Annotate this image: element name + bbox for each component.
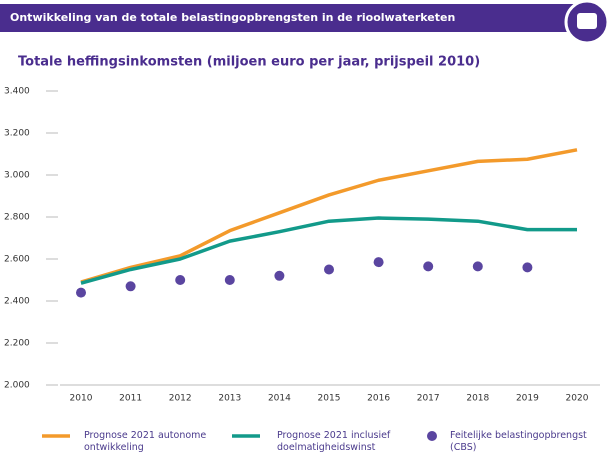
legend-label: Feitelijke belastingopbrengst (CBS) bbox=[450, 430, 587, 453]
y-tick-label: 3.200 bbox=[4, 129, 30, 139]
x-tick-label: 2019 bbox=[516, 394, 539, 404]
y-tick-label: 2.800 bbox=[4, 213, 30, 223]
data-point bbox=[274, 270, 285, 281]
y-tick-label: 2.200 bbox=[4, 339, 30, 349]
header-band bbox=[0, 4, 580, 32]
legend-label: Prognose 2021 inclusief doelmatigheidswi… bbox=[277, 430, 391, 453]
data-point bbox=[324, 264, 334, 275]
x-tick-label: 2020 bbox=[566, 394, 589, 404]
data-point bbox=[373, 257, 384, 268]
x-tick-label: 2014 bbox=[268, 394, 291, 404]
x-tick-label: 2012 bbox=[169, 394, 192, 404]
data-point bbox=[76, 287, 86, 298]
y-tick-label: 2.600 bbox=[4, 255, 30, 265]
header-title: Ontwikkeling van de totale belastingopbr… bbox=[10, 11, 455, 24]
legend-marker bbox=[427, 431, 437, 441]
x-tick-label: 2011 bbox=[119, 394, 142, 404]
y-tick-label: 2.400 bbox=[4, 297, 30, 307]
data-point bbox=[175, 275, 186, 285]
data-point bbox=[423, 261, 434, 272]
data-point bbox=[472, 261, 483, 272]
x-tick-label: 2013 bbox=[218, 394, 241, 404]
y-tick-label: 3.000 bbox=[4, 171, 30, 181]
y-tick-label: 3.400 bbox=[4, 87, 30, 97]
chart-title: Totale heffingsinkomsten (miljoen euro p… bbox=[18, 55, 480, 70]
data-point bbox=[522, 262, 533, 273]
x-tick-label: 2016 bbox=[367, 394, 390, 404]
icon-shape bbox=[577, 13, 597, 29]
data-point bbox=[224, 275, 235, 285]
x-tick-label: 2018 bbox=[466, 394, 489, 404]
data-point bbox=[125, 281, 136, 292]
line-series bbox=[80, 216, 577, 285]
x-tick-label: 2017 bbox=[417, 394, 440, 404]
x-tick-label: 2010 bbox=[70, 394, 93, 404]
line-series bbox=[80, 148, 578, 284]
x-tick-label: 2015 bbox=[318, 394, 341, 404]
y-tick-label: 2.000 bbox=[4, 381, 30, 391]
legend-label: Prognose 2021 autonome ontwikkeling bbox=[84, 430, 207, 453]
